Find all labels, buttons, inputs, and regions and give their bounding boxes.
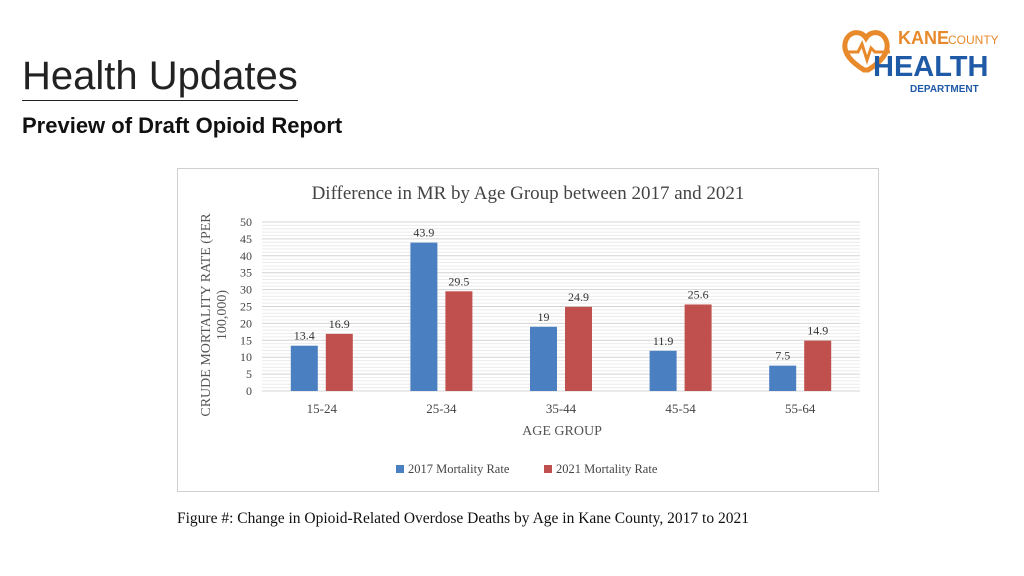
bar (445, 291, 473, 391)
bar (325, 333, 353, 391)
legend-swatch (396, 465, 404, 473)
x-tick-label: 35-44 (546, 401, 577, 416)
y-tick-label: 50 (240, 215, 252, 229)
y-tick-label: 20 (240, 316, 252, 330)
bar (804, 340, 832, 391)
y-tick-label: 10 (240, 350, 252, 364)
bar-chart: Difference in MR by Age Group between 20… (199, 183, 860, 476)
data-label: 16.9 (329, 317, 350, 331)
y-tick-label: 0 (246, 384, 252, 398)
legend-label: 2017 Mortality Rate (408, 462, 510, 476)
kane-county-health-logo: KANE COUNTY HEALTH DEPARTMENT (842, 28, 998, 95)
y-axis-ticks: 0 5 10 15 20 25 30 35 40 45 50 (240, 215, 252, 398)
logo-department-text: DEPARTMENT (910, 84, 979, 95)
chart-frame: Difference in MR by Age Group between 20… (177, 168, 879, 492)
bar (684, 304, 712, 391)
data-label: 24.9 (568, 290, 589, 304)
grid-lines (262, 221, 860, 392)
bar (530, 326, 557, 391)
x-tick-label: 55-64 (785, 401, 816, 416)
data-label: 11.9 (653, 334, 674, 348)
y-axis-label: CRUDE MORTALITY RATE (PER100,000) (199, 213, 230, 417)
slide-subtitle: Preview of Draft Opioid Report (22, 113, 343, 138)
logo-county-text: COUNTY (948, 33, 998, 47)
bar (769, 365, 797, 391)
data-labels: 13.4 16.9 43.9 29.5 19 24.9 11.9 25.6 7.5 14.9 (294, 226, 828, 363)
y-tick-label: 45 (240, 232, 252, 246)
heart-icon (842, 30, 890, 73)
legend-swatch (544, 465, 552, 473)
data-label: 14.9 (807, 324, 828, 338)
bars (290, 242, 832, 391)
data-label: 13.4 (294, 329, 315, 343)
data-label: 29.5 (448, 274, 469, 288)
bar (410, 242, 438, 391)
x-axis-label: AGE GROUP (522, 424, 602, 439)
data-label: 19 (538, 310, 550, 324)
y-tick-label: 30 (240, 283, 252, 297)
y-tick-label: 15 (240, 333, 252, 347)
data-label: 25.6 (688, 287, 709, 301)
logo-health-text: HEALTH (873, 51, 988, 83)
x-tick-label: 15-24 (307, 401, 338, 416)
legend: 2017 Mortality Rate 2021 Mortality Rate (396, 462, 658, 476)
y-tick-label: 25 (240, 300, 252, 314)
x-axis-ticks: 15-24 25-34 35-44 45-54 55-64 (307, 401, 816, 416)
logo-kane-text: KANE (898, 28, 949, 48)
x-tick-label: 45-54 (665, 401, 696, 416)
data-label: 7.5 (775, 349, 790, 363)
y-tick-label: 40 (240, 249, 252, 263)
bar (565, 306, 592, 391)
bar (290, 345, 318, 391)
x-tick-label: 25-34 (426, 401, 457, 416)
y-tick-label: 35 (240, 266, 252, 280)
slide-title: Health Updates (22, 52, 298, 101)
legend-label: 2021 Mortality Rate (556, 462, 658, 476)
chart-title: Difference in MR by Age Group between 20… (312, 183, 745, 204)
y-tick-label: 5 (246, 367, 252, 381)
figure-caption: Figure #: Change in Opioid-Related Overd… (177, 510, 749, 527)
data-label: 43.9 (413, 226, 434, 240)
bar (649, 350, 677, 391)
